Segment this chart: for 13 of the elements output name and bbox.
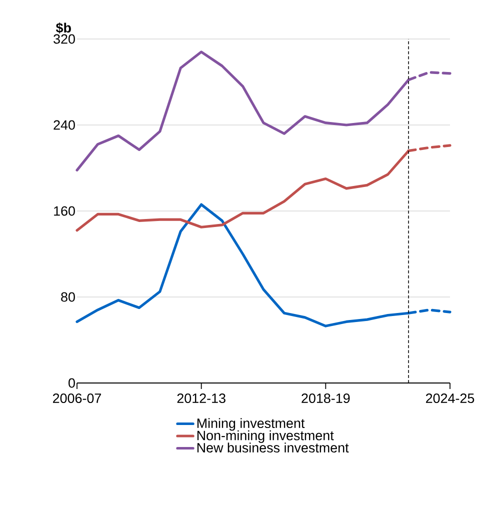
y-tick-label: 80 (61, 292, 75, 302)
y-tick-label: 320 (54, 34, 75, 44)
x-tick-label: 2012-13 (177, 394, 226, 404)
x-tick-label: 2024-25 (426, 394, 474, 404)
legend-label: New business investment (197, 442, 349, 452)
y-tick-label: 160 (54, 206, 75, 216)
legend-label: Non-mining investment (197, 430, 334, 443)
y-tick-label: 0 (68, 378, 75, 388)
y-axis-title: $b (56, 22, 71, 34)
x-tick-label: 2006-07 (52, 394, 101, 404)
legend-label: Mining investment (197, 418, 305, 431)
x-tick-label: 2018-19 (302, 394, 350, 404)
y-tick-label: 240 (54, 120, 75, 130)
